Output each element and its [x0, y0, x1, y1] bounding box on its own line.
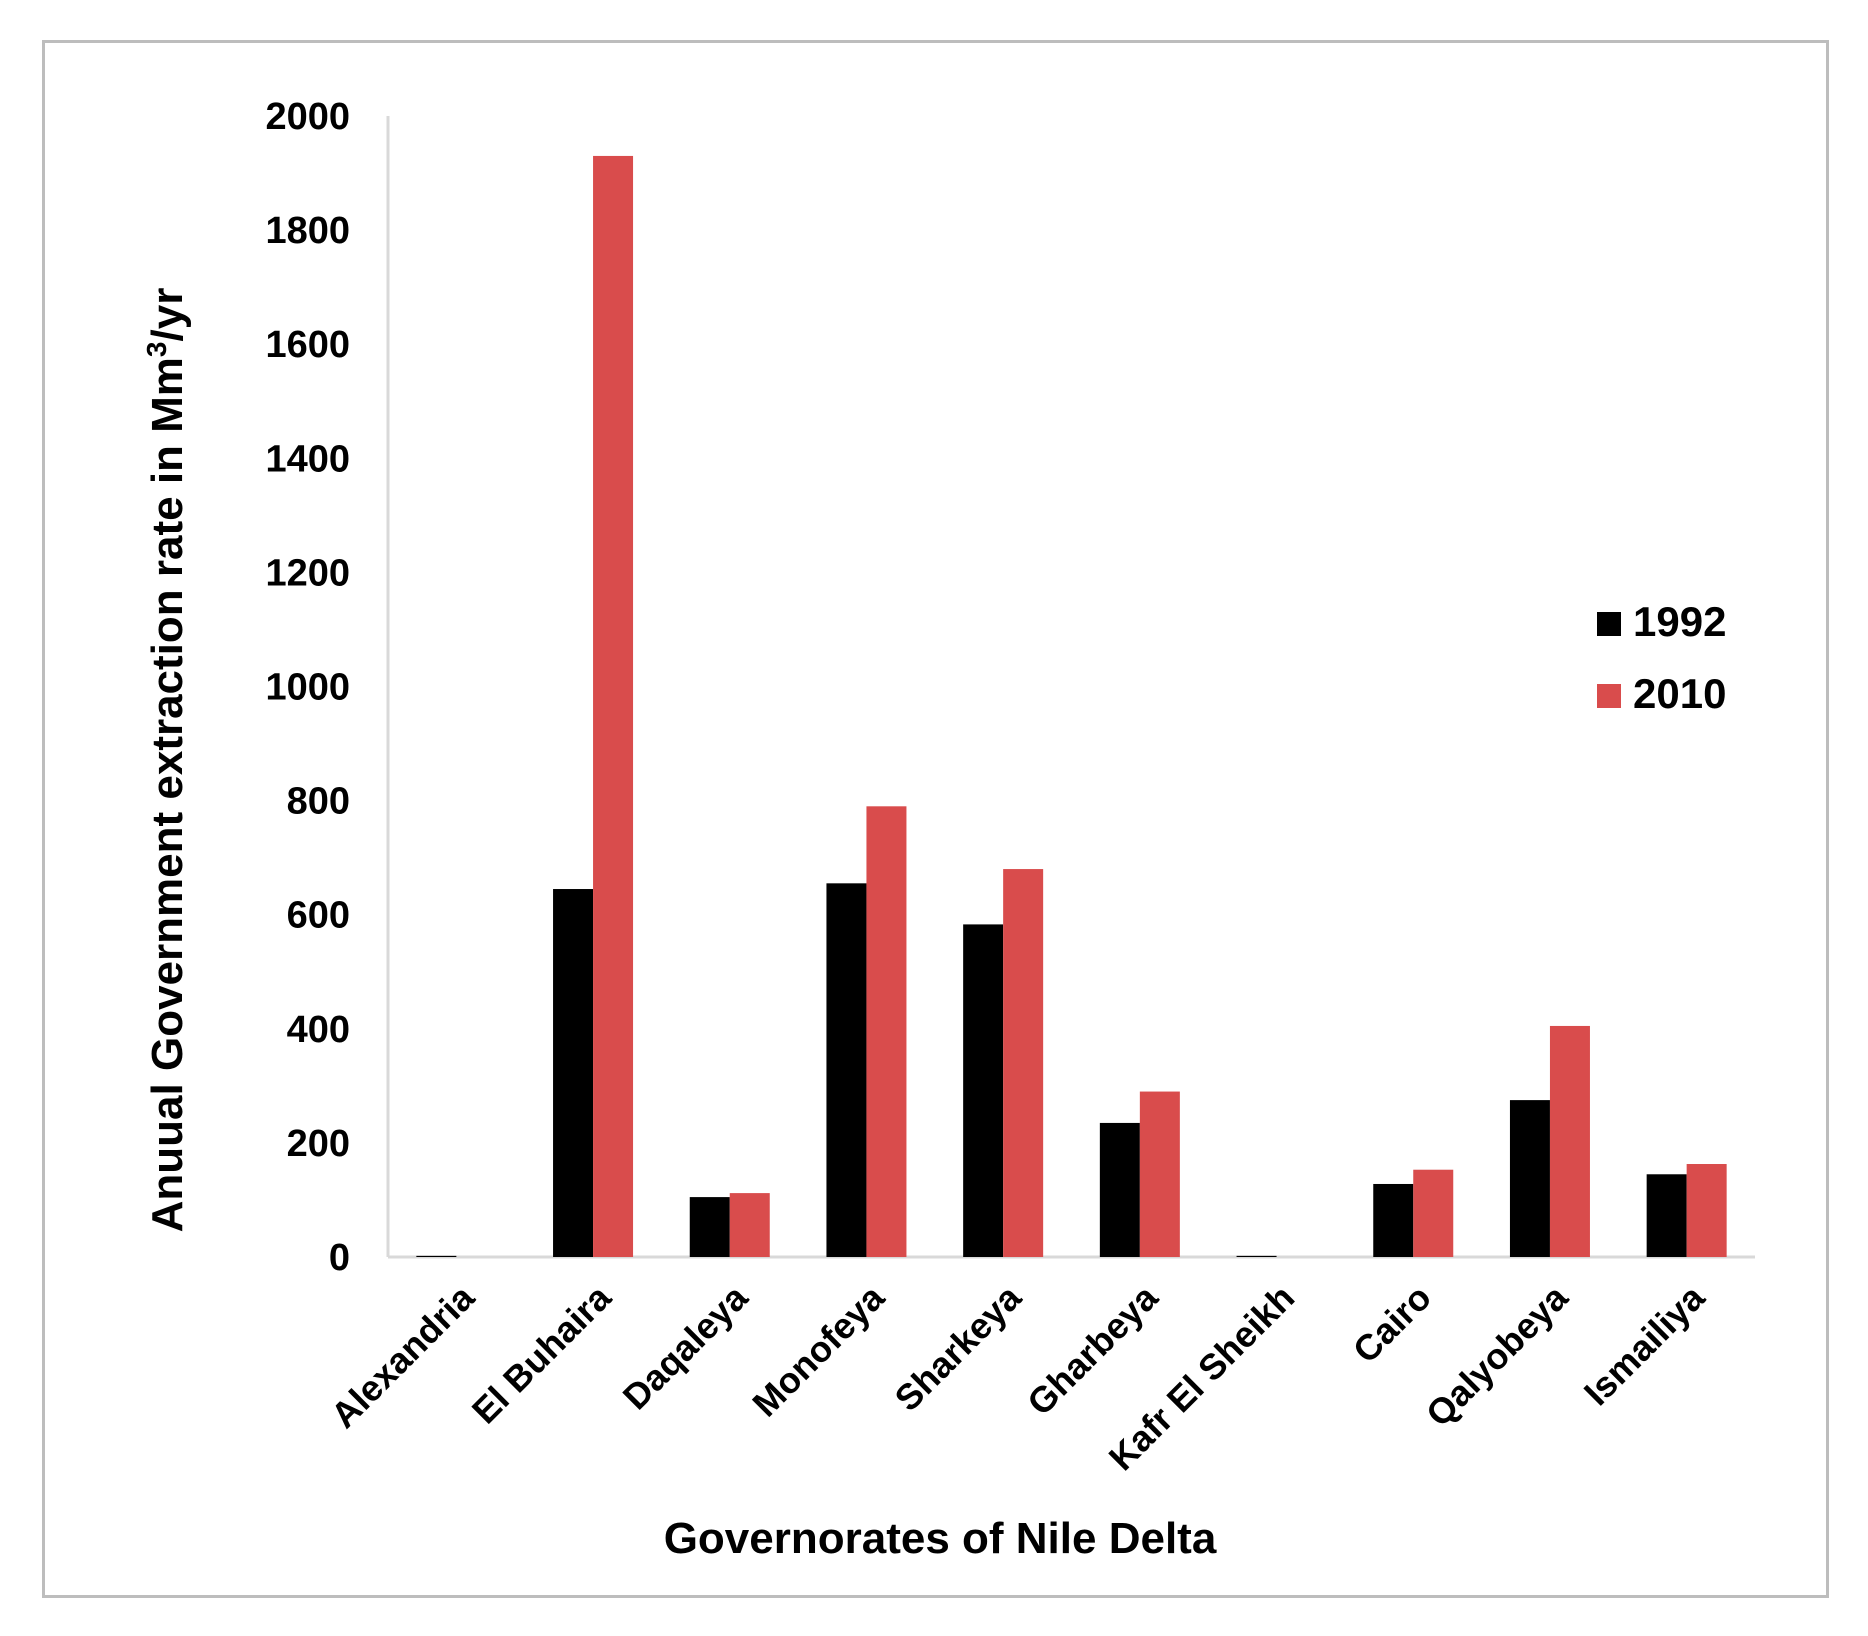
y-axis-title-main: Anuual Government extraction rate in Mm: [143, 357, 192, 1232]
bar-1992-monofeya: [826, 883, 867, 1257]
y-axis-title-suffix: /yr: [143, 288, 192, 342]
y-tick-labels: 0 200 400 600 800 1000 1200 1400 1600 1800 2000: [265, 96, 350, 1279]
x-category-label: Monofeya: [744, 1276, 892, 1424]
x-category-label: Gharbeya: [1019, 1276, 1166, 1423]
bar-2010-monofeya: [866, 806, 907, 1257]
y-tick-label: 400: [287, 1009, 350, 1051]
y-axis-title-sup: 3: [141, 341, 172, 357]
x-category-label: Qalyobeya: [1418, 1276, 1576, 1434]
y-axis-title: Anuual Government extraction rate in Mm3…: [141, 288, 192, 1233]
y-tick-label: 1000: [265, 667, 350, 709]
bar-2010-el-buhaira: [593, 155, 634, 1257]
bar-2010-cairo: [1413, 1169, 1454, 1257]
bar-1992-qalyobeya: [1509, 1100, 1550, 1257]
x-category-label: Sharkeya: [887, 1276, 1030, 1419]
bar-1992-alexandria: [416, 1255, 457, 1257]
x-category-label: Daqaleya: [615, 1276, 756, 1417]
legend-label-2010: 2010: [1633, 670, 1726, 717]
legend-swatch-2010: [1597, 684, 1621, 708]
bar-1992-sharkeya: [963, 924, 1004, 1257]
y-tick-label: 1600: [265, 324, 350, 366]
bars: [416, 155, 1727, 1257]
y-tick-label: 1800: [265, 210, 350, 252]
bar-1992-el-buhaira: [553, 889, 594, 1257]
bar-2010-daqaleya: [729, 1193, 770, 1257]
x-category-label: Alexandria: [323, 1276, 483, 1436]
y-tick-label: 1200: [265, 552, 350, 594]
chart-frame: [42, 40, 1829, 1598]
bar-1992-daqaleya: [689, 1197, 730, 1257]
bar-2010-ismailiya: [1686, 1164, 1727, 1257]
bar-1992-cairo: [1373, 1183, 1414, 1257]
y-tick-label: 2000: [265, 96, 350, 138]
legend-label-1992: 1992: [1633, 598, 1726, 645]
y-tick-label: 1400: [265, 438, 350, 480]
legend-swatch-1992: [1597, 612, 1621, 636]
bar-2010-sharkeya: [1003, 869, 1044, 1257]
y-tick-label: 200: [287, 1123, 350, 1165]
bar-1992-ismailiya: [1646, 1174, 1687, 1257]
x-axis-title: Governorates of Nile Delta: [664, 1514, 1217, 1563]
legend: 1992 2010: [1597, 598, 1726, 717]
x-category-label: Ismailiya: [1576, 1276, 1713, 1413]
bar-1992-gharbeya: [1099, 1122, 1140, 1257]
y-tick-label: 0: [329, 1237, 350, 1279]
x-category-label: El Buhaira: [464, 1276, 620, 1432]
x-category-label: Cairo: [1345, 1277, 1439, 1371]
y-tick-label: 800: [287, 781, 350, 823]
bar-2010-gharbeya: [1139, 1091, 1180, 1257]
bar-1992-kafr-el-sheikh: [1236, 1255, 1277, 1257]
bar-2010-qalyobeya: [1549, 1025, 1590, 1257]
y-tick-label: 600: [287, 895, 350, 937]
